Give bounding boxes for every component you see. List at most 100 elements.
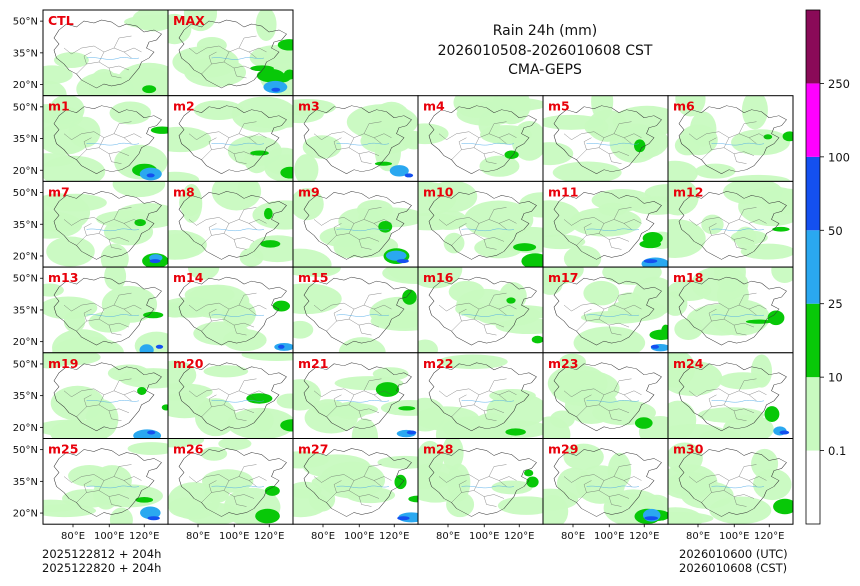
rain-area-heavy	[389, 165, 409, 177]
rain-area-heavy	[263, 80, 288, 94]
rain-area-light	[370, 311, 418, 331]
rain-area-light	[50, 385, 105, 421]
panel-label: m22	[423, 356, 453, 371]
rain-area-moderate	[504, 150, 519, 159]
panel-label: m30	[673, 442, 704, 457]
panel-label: m18	[673, 270, 703, 285]
rain-area-moderate	[374, 161, 392, 166]
rain-area-light	[46, 236, 95, 267]
rain-area-light	[168, 438, 205, 448]
rain-area-light	[293, 320, 314, 339]
lon-tick-label: 120°E	[754, 531, 784, 542]
river-lines	[211, 485, 265, 489]
rain-area-moderate	[649, 329, 668, 341]
rain-area-light	[43, 65, 73, 85]
rain-area-moderate	[408, 495, 418, 503]
rain-area-moderate	[256, 68, 285, 83]
lat-tick-label: 50°N	[13, 17, 38, 28]
rain-area-light	[559, 353, 587, 371]
river-lines	[586, 485, 640, 489]
rain-area-light	[179, 189, 202, 216]
rain-area-light	[311, 473, 375, 491]
map-panel-m22: m22	[417, 352, 544, 439]
rain-area-moderate	[398, 406, 416, 411]
panel-label: MAX	[173, 13, 205, 28]
rain-area-light	[63, 310, 86, 333]
colorbar-level-label: 0.1	[828, 444, 846, 458]
lon-tick-label: 80°E	[436, 531, 460, 542]
colorbar-level-label: 100	[828, 150, 850, 164]
rain-area-light	[211, 181, 262, 211]
river-lines	[461, 400, 515, 403]
rain-area-light	[255, 10, 277, 41]
rain-area-light	[591, 95, 614, 121]
lat-tick-label: 20°N	[13, 251, 38, 262]
rain-area-moderate	[283, 69, 293, 80]
map-panel-m8: m8	[167, 180, 294, 268]
rain-area-moderate	[280, 166, 293, 179]
rain-area-light	[293, 98, 336, 116]
rain-area-light	[547, 364, 608, 403]
river-lines	[86, 400, 140, 403]
rain-area-light	[252, 200, 293, 230]
rain-area-light	[200, 446, 228, 461]
panel-label: m2	[173, 99, 195, 114]
river-lines	[586, 314, 640, 317]
rain-area-light	[68, 116, 101, 148]
river-lines	[211, 57, 265, 60]
rain-area-light	[741, 95, 768, 130]
map-panel-m25: m25	[42, 438, 169, 525]
figure-title: Rain 24h (mm) 2026010508-2026010608 CST …	[395, 22, 695, 81]
lat-tick-label: 20°N	[13, 80, 38, 91]
rain-area-moderate	[143, 311, 164, 319]
map-panel-m6: m6	[667, 95, 794, 182]
rain-area-light	[563, 245, 602, 268]
rain-area-light	[751, 448, 779, 479]
rain-area-moderate	[402, 289, 417, 305]
map-panel-m27: m27	[292, 438, 419, 525]
lon-tick-label: 120°E	[254, 531, 284, 542]
rain-area-moderate	[782, 131, 793, 142]
colorbar-frame	[805, 9, 821, 525]
rain-area-very-heavy	[155, 344, 164, 349]
rain-area-light	[109, 507, 133, 525]
rain-area-light	[612, 105, 668, 137]
rain-area-light	[731, 129, 790, 156]
colorbar-segment	[806, 230, 820, 304]
rain-area-light	[771, 267, 793, 283]
colorbar-level-label: 10	[828, 371, 843, 385]
lon-tick-label: 120°E	[129, 531, 159, 542]
rain-area-moderate	[531, 335, 543, 344]
rain-area-very-heavy	[149, 259, 161, 264]
panel-label: m12	[673, 184, 703, 199]
rain-area-light	[241, 352, 293, 361]
lon-tick-label: 100°E	[594, 531, 624, 542]
map-panel-MAX: MAX	[167, 9, 294, 97]
rain-area-light	[607, 299, 667, 322]
rain-area-light	[418, 213, 463, 231]
river-lines	[336, 485, 390, 489]
lon-tick-label: 100°E	[719, 531, 749, 542]
panel-label: m16	[423, 270, 454, 285]
rain-area-light	[293, 489, 329, 518]
rain-area-light	[241, 111, 293, 129]
rain-area-light	[297, 267, 341, 278]
lon-tick-label: 100°E	[469, 531, 499, 542]
rain-area-light	[668, 360, 723, 396]
panel-label: m25	[48, 442, 78, 457]
rain-area-light	[573, 326, 646, 353]
rain-area-light	[294, 154, 319, 182]
rain-area-light	[168, 303, 206, 317]
rain-area-light	[583, 280, 620, 306]
rain-area-light	[543, 494, 569, 525]
map-panel-m24: m24	[667, 352, 794, 439]
rain-area-moderate	[277, 39, 293, 51]
rain-area-very-heavy	[271, 87, 281, 92]
panel-label: m21	[298, 356, 328, 371]
rain-area-light	[249, 235, 293, 263]
map-panel-m21: m21	[292, 352, 419, 439]
rain-area-moderate	[264, 207, 273, 220]
rain-area-light	[193, 100, 244, 121]
rain-area-very-heavy	[650, 344, 660, 349]
colorbar-level-label: 25	[828, 297, 843, 311]
